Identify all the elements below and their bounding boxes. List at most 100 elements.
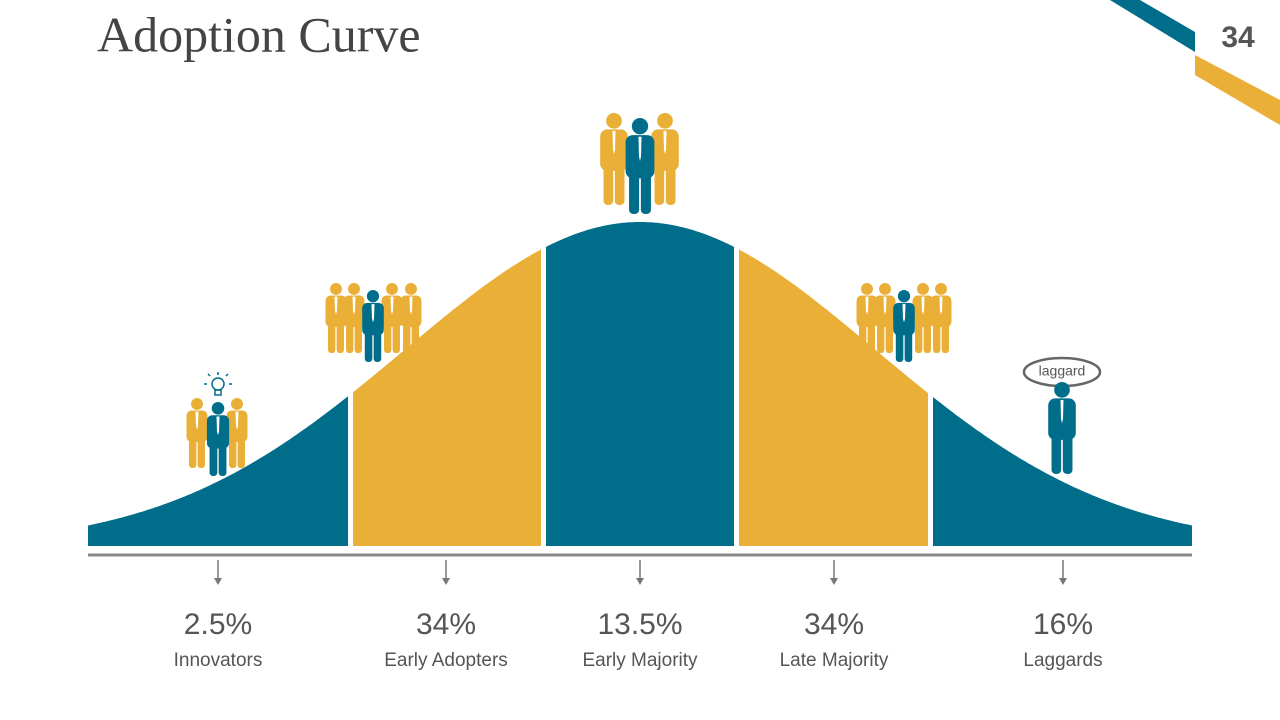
person-icon bbox=[206, 402, 230, 476]
person-icon bbox=[856, 283, 878, 353]
person-head bbox=[1054, 382, 1070, 398]
person-icon bbox=[930, 283, 952, 353]
segment-label: Late Majority bbox=[780, 650, 889, 671]
person-leg bbox=[915, 321, 923, 353]
person-leg bbox=[859, 321, 867, 353]
person-icon bbox=[893, 290, 915, 362]
person-tie bbox=[390, 296, 394, 315]
person-icon bbox=[186, 398, 208, 468]
person-tie bbox=[612, 130, 616, 155]
person-tie bbox=[1060, 399, 1064, 424]
lightbulb bbox=[204, 372, 232, 396]
curve-segment bbox=[546, 222, 734, 546]
person-leg bbox=[411, 321, 419, 353]
segment-value: 34% bbox=[804, 608, 864, 641]
person-leg bbox=[877, 321, 885, 353]
person-icon bbox=[400, 283, 422, 353]
person-leg bbox=[218, 442, 227, 476]
person-leg bbox=[392, 321, 400, 353]
person-leg bbox=[867, 321, 875, 353]
person-leg bbox=[941, 321, 949, 353]
segment-value: 16% bbox=[1033, 608, 1093, 641]
pointer-head bbox=[214, 578, 222, 585]
person-tie bbox=[371, 304, 375, 323]
curve-segment bbox=[353, 249, 541, 546]
person-leg bbox=[640, 170, 651, 214]
person-leg bbox=[933, 321, 941, 353]
person-leg bbox=[364, 329, 373, 362]
person-icon bbox=[1048, 382, 1076, 474]
person-icon bbox=[600, 113, 628, 205]
person-head bbox=[231, 398, 243, 410]
segment-label: Innovators bbox=[174, 650, 263, 671]
person-leg bbox=[237, 436, 245, 468]
person-leg bbox=[904, 329, 913, 362]
segment-label: Laggards bbox=[1023, 650, 1102, 671]
person-leg bbox=[403, 321, 411, 353]
person-leg bbox=[197, 436, 205, 468]
page-number: 34 bbox=[1221, 21, 1255, 54]
person-head bbox=[917, 283, 929, 295]
pointer-head bbox=[636, 578, 644, 585]
person-head bbox=[211, 402, 225, 415]
curve-segment bbox=[739, 249, 928, 546]
person-icon bbox=[912, 283, 934, 353]
person-icon bbox=[651, 113, 679, 205]
person-leg bbox=[336, 321, 344, 353]
segment-label: Early Adopters bbox=[384, 650, 508, 671]
person-tie bbox=[902, 304, 906, 323]
person-leg bbox=[1051, 432, 1062, 474]
person-tie bbox=[235, 411, 239, 430]
person-leg bbox=[654, 163, 665, 205]
segment-value: 13.5% bbox=[597, 608, 682, 641]
person-leg bbox=[923, 321, 931, 353]
person-leg bbox=[384, 321, 392, 353]
person-icon bbox=[381, 283, 403, 353]
person-leg bbox=[665, 163, 676, 205]
person-leg bbox=[614, 163, 625, 205]
person-tie bbox=[883, 296, 887, 315]
person-tie bbox=[921, 296, 925, 315]
person-tie bbox=[216, 416, 220, 436]
pointer-head bbox=[830, 578, 838, 585]
person-leg bbox=[895, 329, 904, 362]
person-leg bbox=[885, 321, 893, 353]
person-leg bbox=[328, 321, 336, 353]
segment-label: Early Majority bbox=[582, 650, 698, 671]
person-icon bbox=[343, 283, 365, 353]
person-tie bbox=[409, 296, 413, 315]
person-tie bbox=[663, 130, 667, 155]
person-head bbox=[897, 290, 911, 303]
person-leg bbox=[603, 163, 614, 205]
person-head bbox=[631, 118, 649, 135]
bubble-text: laggard bbox=[1039, 363, 1086, 379]
person-head bbox=[348, 283, 360, 295]
segment-value: 34% bbox=[416, 608, 476, 641]
person-leg bbox=[373, 329, 382, 362]
person-tie bbox=[334, 296, 338, 315]
person-leg bbox=[189, 436, 197, 468]
person-head bbox=[657, 113, 673, 129]
person-leg bbox=[209, 442, 218, 476]
person-leg bbox=[229, 436, 237, 468]
person-icon bbox=[362, 290, 384, 362]
person-head bbox=[861, 283, 873, 295]
person-icon bbox=[226, 398, 248, 468]
person-leg bbox=[354, 321, 362, 353]
corner-stripe-blue bbox=[1110, 0, 1195, 52]
curve-segment bbox=[88, 396, 348, 546]
person-leg bbox=[1062, 432, 1073, 474]
person-head bbox=[330, 283, 342, 295]
segment-value: 2.5% bbox=[184, 608, 252, 641]
person-leg bbox=[346, 321, 354, 353]
person-head bbox=[935, 283, 947, 295]
person-icon bbox=[625, 118, 655, 214]
person-head bbox=[606, 113, 622, 129]
corner-stripe-yellow bbox=[1195, 55, 1280, 125]
person-icon bbox=[874, 283, 896, 353]
person-head bbox=[191, 398, 203, 410]
curve-segment bbox=[933, 397, 1192, 546]
pointer-head bbox=[442, 578, 450, 585]
person-tie bbox=[195, 411, 199, 430]
